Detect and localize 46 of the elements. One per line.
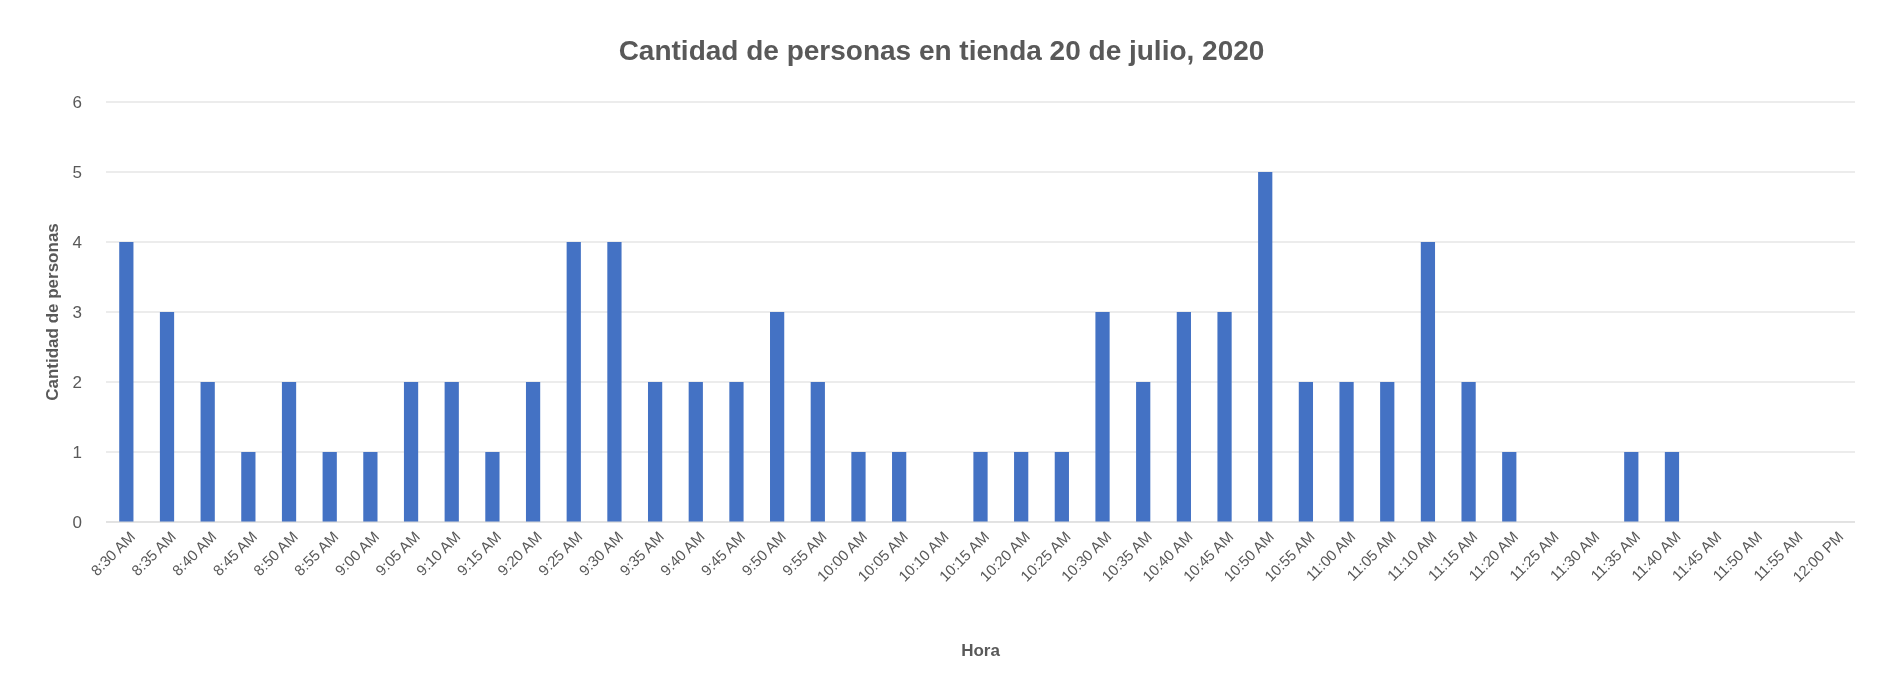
bar [363,452,378,522]
bar [1258,172,1273,522]
y-tick-label: 1 [72,442,82,462]
y-tick-label: 2 [72,372,82,392]
bar [973,452,988,522]
bar [241,452,256,522]
bar [688,382,703,522]
bar [1217,312,1232,522]
bar [200,382,215,522]
y-tick-label: 5 [72,162,82,182]
bar [1136,382,1151,522]
bar [647,382,663,522]
bar [1298,382,1314,522]
bar [525,382,541,522]
bar [159,312,175,522]
bar [1339,382,1354,522]
bar [1176,312,1191,522]
bar [1380,382,1395,522]
bar [1014,452,1029,522]
y-axis-title: Cantidad de personas [43,223,62,401]
y-tick-label: 3 [72,302,82,322]
bar [810,382,825,522]
chart-title: Cantidad de personas en tienda 20 de julio, 2020 [618,35,1265,66]
bar [1095,312,1110,522]
bar [729,382,744,522]
bar [281,382,297,522]
bar [403,382,419,522]
x-axis-title: Hora [961,641,1001,660]
bar [770,312,785,522]
bar [566,242,581,522]
bar [1664,452,1680,522]
bar [1461,382,1476,522]
bar [1502,452,1517,522]
bar [892,452,907,522]
bar [1420,242,1436,522]
bar [444,382,459,522]
bar [1624,452,1639,522]
bar [119,242,134,522]
bar [1054,452,1069,522]
y-tick-label: 0 [72,512,82,532]
bar [485,452,500,522]
bar [322,452,337,522]
y-tick-label: 6 [72,92,82,112]
y-tick-label: 4 [72,232,82,252]
bar [607,242,622,522]
bar [851,452,866,522]
